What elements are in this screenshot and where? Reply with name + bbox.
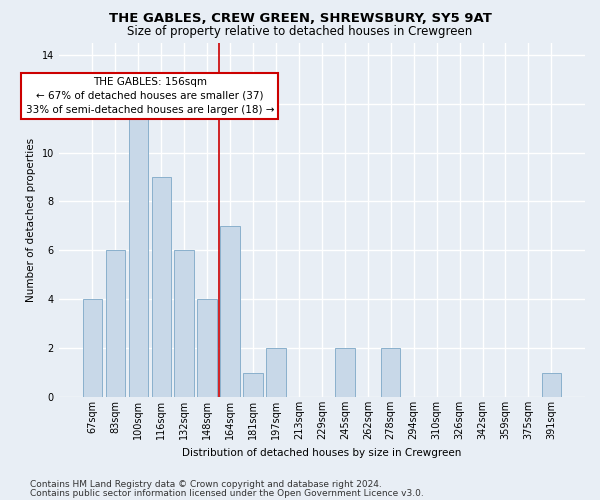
Bar	[106, 250, 125, 397]
Text: THE GABLES, CREW GREEN, SHREWSBURY, SY5 9AT: THE GABLES, CREW GREEN, SHREWSBURY, SY5 …	[109, 12, 491, 26]
Bar	[128, 104, 148, 397]
Text: Contains HM Land Registry data © Crown copyright and database right 2024.: Contains HM Land Registry data © Crown c…	[30, 480, 382, 489]
Text: THE GABLES: 156sqm
← 67% of detached houses are smaller (37)
33% of semi-detache: THE GABLES: 156sqm ← 67% of detached hou…	[26, 76, 274, 114]
X-axis label: Distribution of detached houses by size in Crewgreen: Distribution of detached houses by size …	[182, 448, 461, 458]
Bar	[266, 348, 286, 397]
Text: Contains public sector information licensed under the Open Government Licence v3: Contains public sector information licen…	[30, 488, 424, 498]
Bar	[244, 372, 263, 397]
Bar	[335, 348, 355, 397]
Bar	[197, 299, 217, 397]
Bar	[220, 226, 240, 397]
Bar	[175, 250, 194, 397]
Bar	[152, 177, 171, 397]
Bar	[83, 299, 102, 397]
Text: Size of property relative to detached houses in Crewgreen: Size of property relative to detached ho…	[127, 25, 473, 38]
Bar	[381, 348, 400, 397]
Y-axis label: Number of detached properties: Number of detached properties	[26, 138, 36, 302]
Bar	[542, 372, 561, 397]
